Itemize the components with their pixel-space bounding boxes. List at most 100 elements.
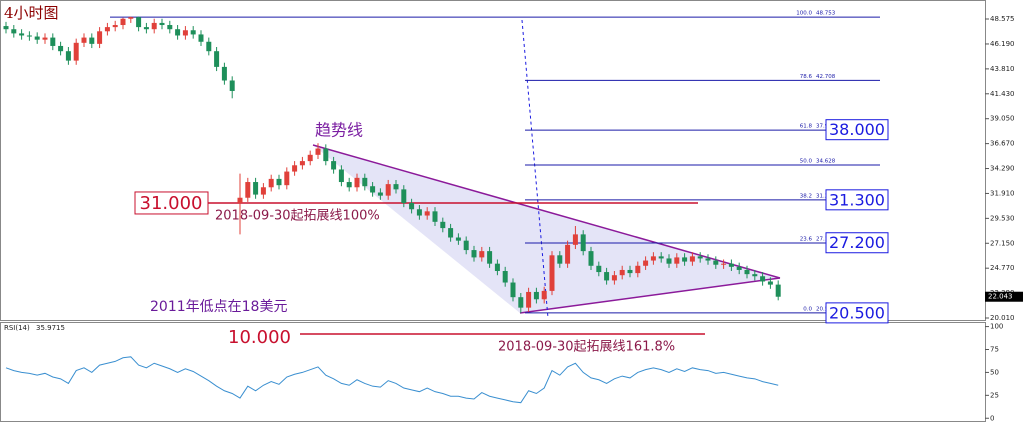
candle-body [26, 35, 32, 37]
candle-body [229, 80, 235, 91]
candle-body [338, 169, 344, 183]
candle-body [323, 148, 329, 162]
y-tick-label: 27.150 [990, 239, 1015, 247]
fib-price: 48.753 [816, 11, 836, 17]
candle-body [721, 263, 727, 265]
fib-price: 42.708 [816, 74, 836, 80]
candle-body [3, 26, 9, 30]
candle-body [494, 263, 500, 272]
support-box [134, 191, 209, 215]
low2011-label: 2011年低点在18美元 [150, 299, 287, 315]
target-label: 31.300 [829, 190, 885, 209]
candle-body [401, 189, 407, 203]
candle-body [580, 234, 586, 252]
candle-body [635, 265, 641, 274]
candle-body [682, 257, 688, 262]
target-box [825, 302, 889, 324]
candle-body [588, 251, 594, 266]
candle-body [206, 41, 212, 52]
candle-body [643, 260, 649, 266]
candle-body [502, 271, 508, 283]
candle-body [245, 182, 251, 198]
candle-body [409, 202, 415, 210]
y-tick-label: 36.670 [990, 140, 1015, 148]
y-tick-label: 75 [990, 346, 999, 354]
y-tick-label: 24.770 [990, 264, 1015, 272]
candle-body [331, 161, 337, 170]
candle-body [362, 177, 368, 187]
rsi-last: 35.9715 [36, 324, 65, 332]
candle-body [619, 269, 625, 276]
candle-body [767, 281, 773, 285]
candle-body [510, 282, 516, 298]
candle-body [221, 66, 227, 81]
candle-body [214, 51, 220, 67]
candle-body [73, 42, 79, 61]
target-box [825, 232, 889, 254]
candle-body [292, 165, 298, 172]
candle-body [42, 37, 48, 40]
y-tick-label: 50 [990, 368, 999, 376]
candle-body [34, 36, 40, 40]
candle-body [705, 258, 711, 261]
fib-ratio: 61.8 [800, 124, 813, 130]
candle-body [565, 244, 571, 264]
y-tick-label: 46.190 [990, 40, 1015, 48]
candle-body [416, 209, 422, 216]
candle-body [167, 25, 173, 30]
fib-price: 34.628 [816, 158, 836, 164]
candle-body [260, 187, 266, 195]
candle-body [276, 178, 282, 186]
candle-body [315, 148, 321, 155]
candle-body [50, 37, 56, 46]
candle-body [58, 45, 64, 52]
candle-body [518, 297, 524, 308]
y-tick-label: 41.430 [990, 90, 1015, 98]
candle-body [159, 22, 165, 26]
y-tick-label: 25 [990, 391, 999, 399]
candle-body [604, 272, 610, 281]
target-label: 38.000 [829, 120, 885, 139]
y-tick-label: 31.910 [990, 189, 1015, 197]
fib-ratio: 50.0 [800, 158, 813, 164]
candle-body [471, 250, 477, 258]
target-label: 27.200 [829, 233, 885, 252]
candle-body [557, 255, 563, 264]
candle-body [237, 197, 243, 203]
candle-body [175, 29, 181, 36]
candle-body [432, 211, 438, 222]
ext161-label: 2018-09-30起拓展线161.8% [498, 340, 675, 355]
candle-body [440, 221, 446, 229]
candle-body [775, 284, 781, 297]
candle-body [760, 276, 766, 282]
fib-ratio: 78.6 [800, 74, 813, 80]
candle-body [533, 291, 539, 300]
candle-body [572, 234, 578, 245]
fib-ratio: 38.2 [800, 193, 812, 199]
fib-ratio: 0.0 [803, 306, 812, 312]
candle-body [136, 17, 142, 28]
target-box [825, 189, 889, 211]
candle-body [479, 251, 485, 258]
candle-body [463, 240, 469, 251]
trend-line-lower [519, 277, 781, 314]
candle-body [697, 256, 703, 259]
candle-body [81, 37, 87, 43]
candle-body [354, 177, 360, 188]
candle-body [611, 275, 617, 281]
candle-body [650, 256, 656, 261]
candle-body [549, 255, 555, 291]
candle-body [385, 184, 391, 196]
candle-body [307, 154, 313, 162]
rsi-line [5, 356, 779, 404]
target-box [825, 119, 889, 141]
y-tick-label: 39.050 [990, 115, 1015, 123]
y-tick-label: 48.575 [990, 15, 1015, 23]
candle-body [393, 184, 399, 190]
last-price-box [985, 291, 1023, 302]
ext100-label: 2018-09-30起拓展线100% [215, 209, 380, 224]
candle-body [190, 30, 196, 35]
y-tick-label: 29.530 [990, 214, 1015, 222]
candle-body [97, 31, 103, 44]
plot: 48.575 46.190 43.810 41.430 39.050 36.670 34.2… [3, 11, 1023, 422]
